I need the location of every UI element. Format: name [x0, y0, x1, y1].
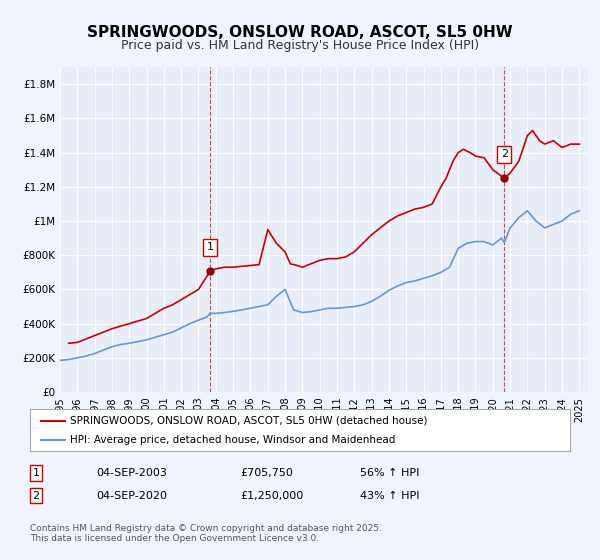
Text: 1: 1	[206, 242, 214, 253]
Text: 04-SEP-2020: 04-SEP-2020	[96, 491, 167, 501]
Text: 56% ↑ HPI: 56% ↑ HPI	[360, 468, 419, 478]
Text: Price paid vs. HM Land Registry's House Price Index (HPI): Price paid vs. HM Land Registry's House …	[121, 39, 479, 52]
Text: 2: 2	[32, 491, 40, 501]
Text: SPRINGWOODS, ONSLOW ROAD, ASCOT, SL5 0HW: SPRINGWOODS, ONSLOW ROAD, ASCOT, SL5 0HW	[87, 25, 513, 40]
Text: 1: 1	[32, 468, 40, 478]
Text: 04-SEP-2003: 04-SEP-2003	[96, 468, 167, 478]
Text: £1,250,000: £1,250,000	[240, 491, 303, 501]
Text: £705,750: £705,750	[240, 468, 293, 478]
Text: HPI: Average price, detached house, Windsor and Maidenhead: HPI: Average price, detached house, Wind…	[71, 435, 396, 445]
Text: 43% ↑ HPI: 43% ↑ HPI	[360, 491, 419, 501]
Text: 2: 2	[501, 150, 508, 160]
Text: Contains HM Land Registry data © Crown copyright and database right 2025.
This d: Contains HM Land Registry data © Crown c…	[30, 524, 382, 543]
Text: SPRINGWOODS, ONSLOW ROAD, ASCOT, SL5 0HW (detached house): SPRINGWOODS, ONSLOW ROAD, ASCOT, SL5 0HW…	[71, 416, 428, 426]
